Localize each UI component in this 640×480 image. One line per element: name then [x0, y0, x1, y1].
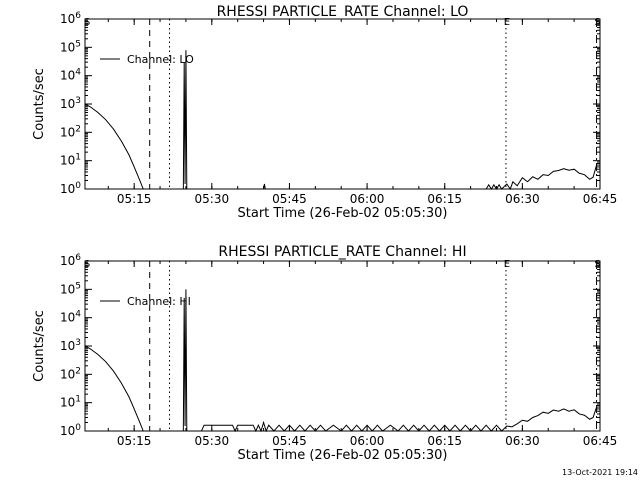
marker-label: S — [84, 259, 90, 270]
y-tick-label: 104 — [60, 68, 81, 83]
y-tick-label: 103 — [60, 96, 81, 111]
legend-label: Channel: HI — [127, 295, 191, 308]
x-tick-label: 05:15 — [117, 192, 152, 206]
y-tick-label: 104 — [60, 310, 81, 325]
series-line — [84, 50, 598, 191]
panel-hi: RHESSI PARTICLE_RATE Channel: HI 05:15 05:… — [32, 244, 617, 463]
x-tick-label: 05:15 — [117, 434, 152, 448]
timestamp-label: 13-Oct-2021 19:14 — [562, 468, 638, 477]
x-tick-label: 05:30 — [195, 192, 230, 206]
x-tick-label: 06:30 — [505, 192, 540, 206]
y-tick-label: 106 — [60, 253, 81, 268]
series-line — [84, 289, 598, 433]
marker-label: E — [504, 259, 510, 270]
y-axis-label: Counts/sec — [32, 310, 47, 382]
x-tick-label: 06:00 — [350, 434, 385, 448]
x-axis-label: Start Time (26-Feb-02 05:05:30) — [238, 206, 448, 221]
x-axis-label: Start Time (26-Feb-02 05:05:30) — [238, 448, 448, 463]
y-tick-label: 100 — [60, 423, 81, 438]
x-tick-label: 06:45 — [583, 434, 618, 448]
y-tick-label: 105 — [60, 39, 81, 54]
x-tick-label: 05:45 — [272, 192, 307, 206]
marker-label: S — [594, 17, 600, 28]
x-tick-label: 06:00 — [350, 192, 385, 206]
marker-label: S — [84, 17, 90, 28]
chart-title: RHESSI PARTICLE_RATE Channel: HI — [218, 244, 466, 260]
x-tick-label: 06:15 — [427, 434, 462, 448]
chart-title: RHESSI PARTICLE_RATE Channel: LO — [217, 4, 469, 20]
y-tick-label: 101 — [60, 395, 81, 410]
panel-lo: RHESSI PARTICLE_RATE Channel: LO 05:15 05:… — [32, 4, 617, 221]
x-tick-label: 06:30 — [505, 434, 540, 448]
marker-label: S — [594, 259, 600, 270]
x-tick-label: 06:45 — [583, 192, 618, 206]
y-axis-label: Counts/sec — [32, 68, 47, 140]
x-tick-label: 05:45 — [272, 434, 307, 448]
y-tick-label: 100 — [60, 181, 81, 196]
y-tick-label: 102 — [60, 366, 81, 381]
y-tick-label: 102 — [60, 124, 81, 139]
x-tick-label: 05:30 — [195, 434, 230, 448]
legend-label: Channel: LO — [127, 53, 194, 66]
plot-frame — [84, 18, 601, 190]
y-tick-label: 101 — [60, 153, 81, 168]
y-tick-label: 105 — [60, 281, 81, 296]
y-tick-label: 103 — [60, 338, 81, 353]
x-tick-label: 06:15 — [427, 192, 462, 206]
marker-label: E — [504, 17, 510, 28]
plot-frame — [84, 260, 601, 432]
y-tick-label: 106 — [60, 11, 81, 26]
